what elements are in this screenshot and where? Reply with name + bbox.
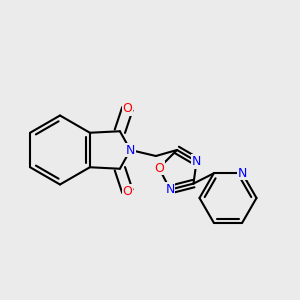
- Text: O: O: [122, 185, 132, 198]
- Text: O: O: [154, 161, 164, 175]
- Text: N: N: [238, 167, 247, 180]
- Text: N: N: [192, 155, 201, 168]
- Text: N: N: [126, 143, 135, 157]
- Text: O: O: [122, 102, 132, 115]
- Text: N: N: [165, 183, 175, 196]
